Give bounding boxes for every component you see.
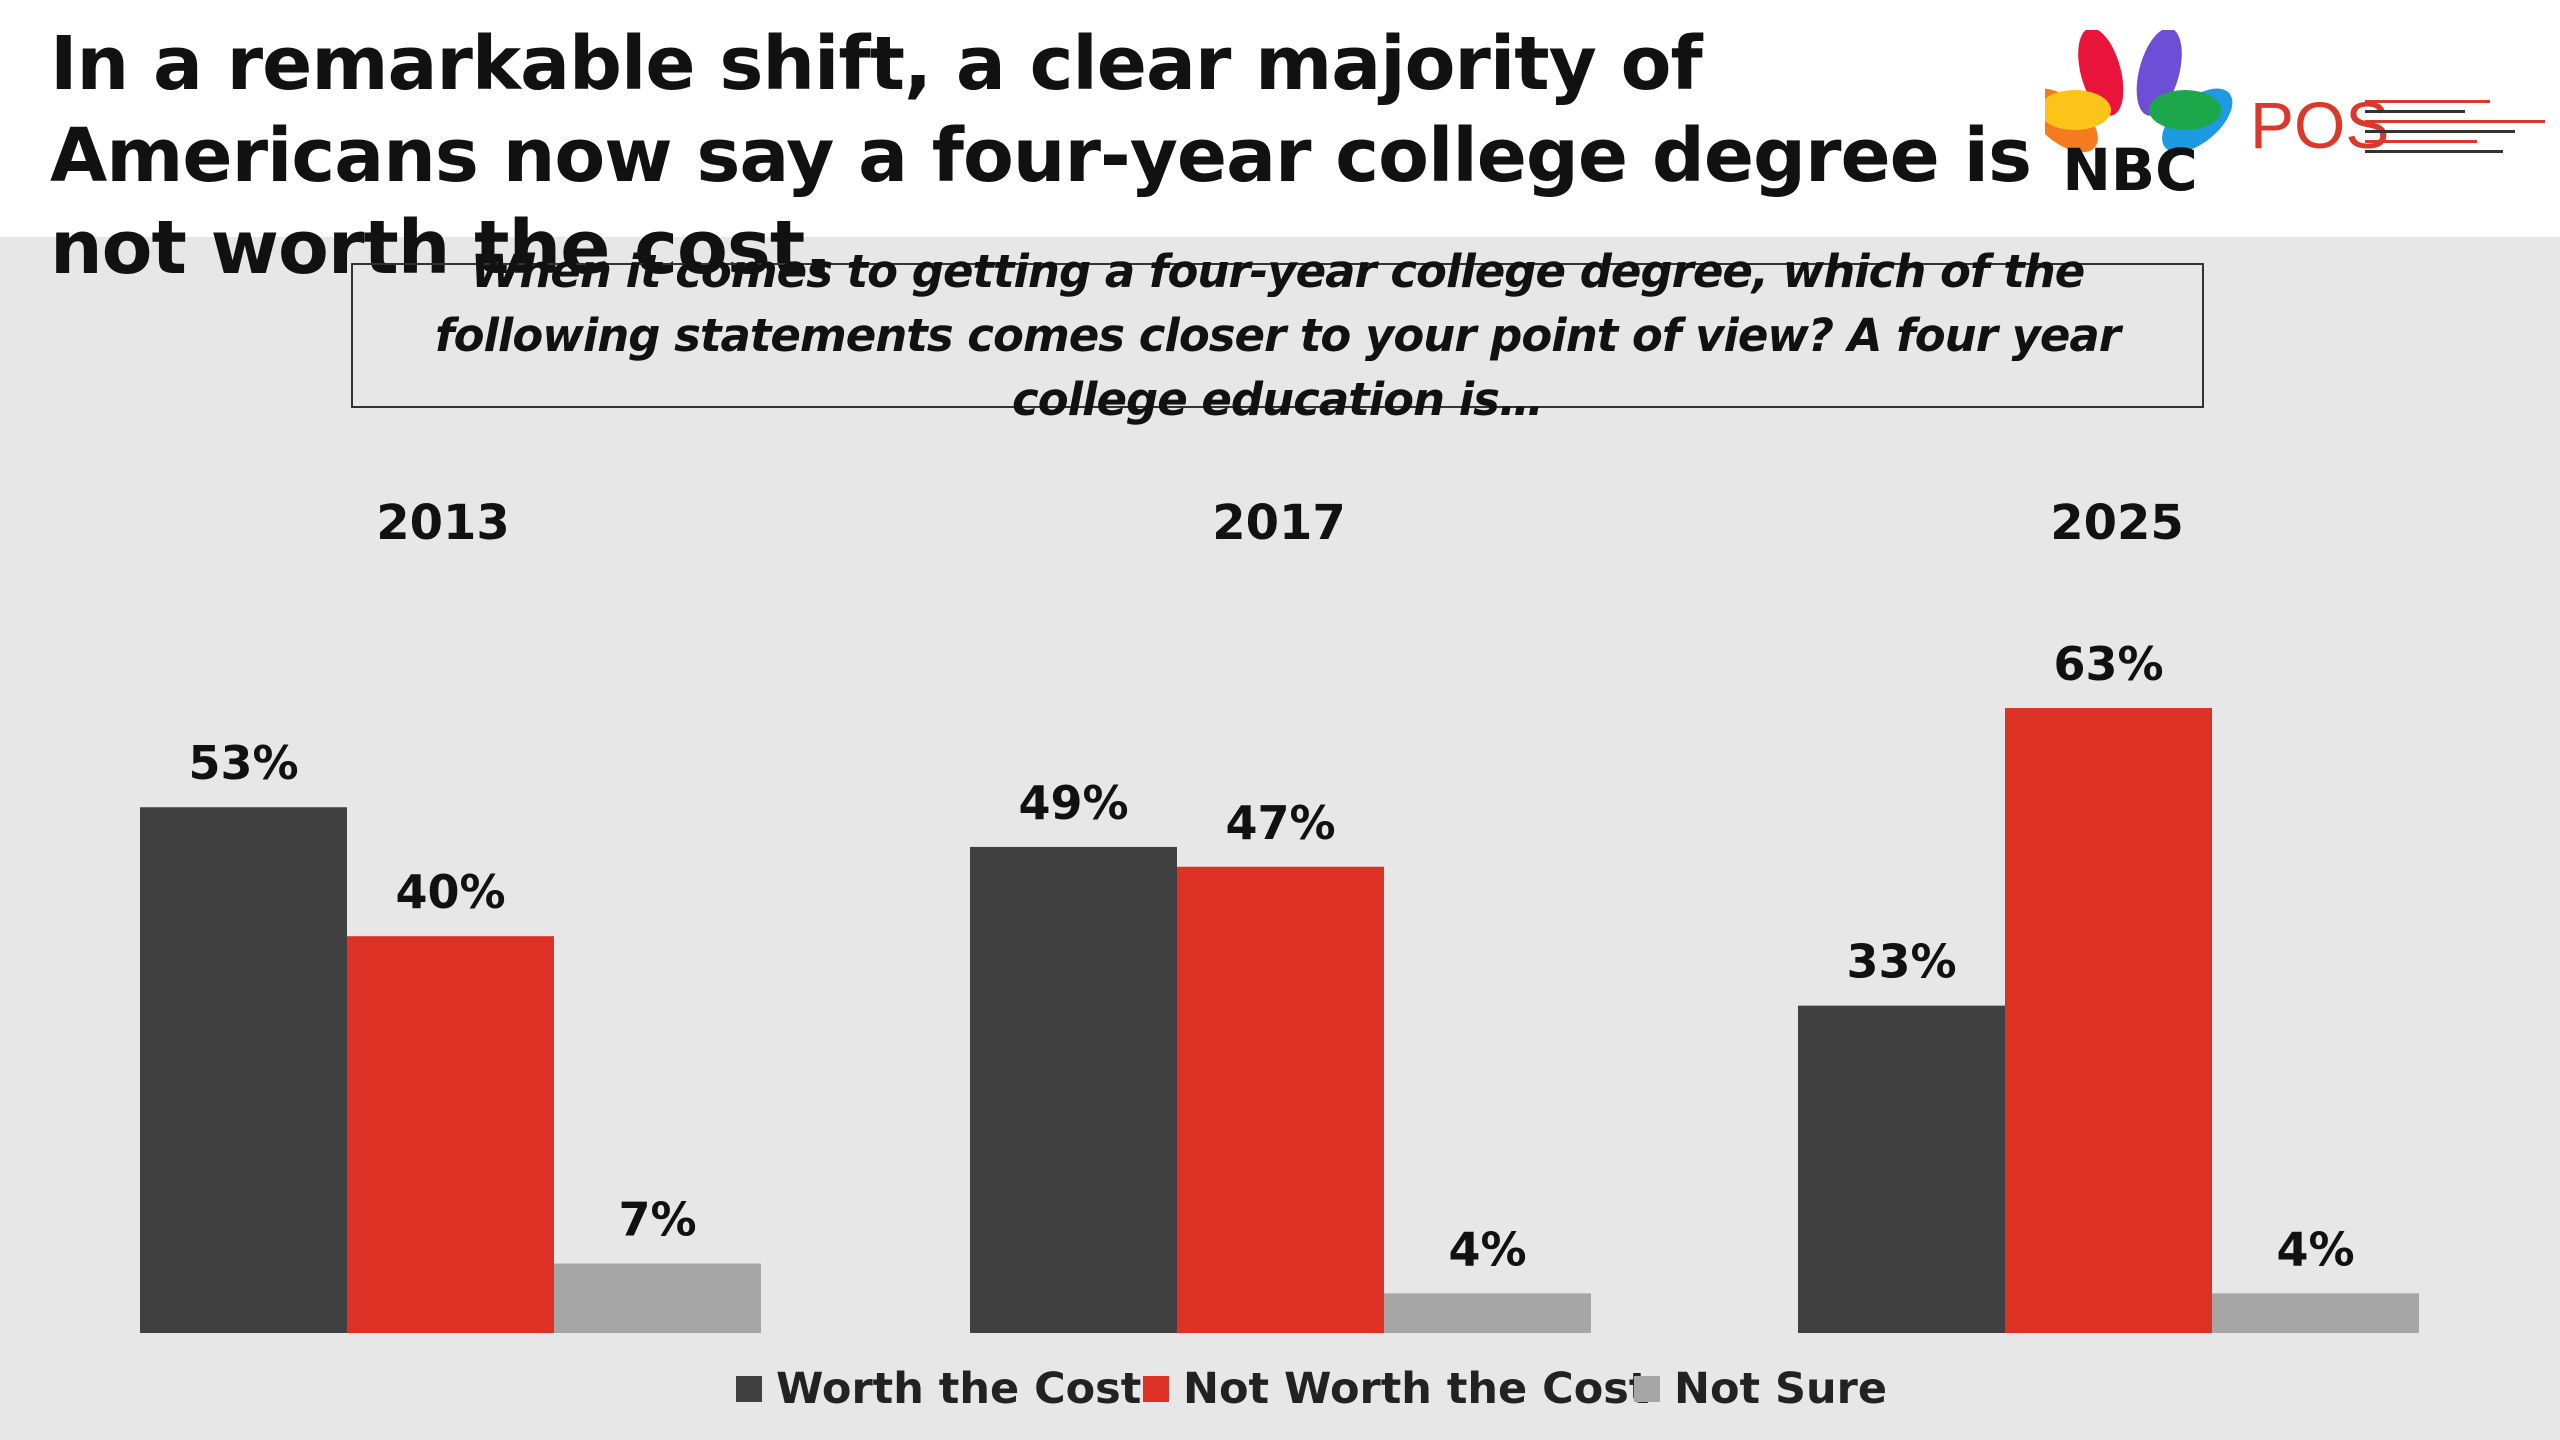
bar-2017-not-sure — [1384, 1293, 1591, 1333]
page-title: In a remarkable shift, a clear majority … — [50, 21, 2032, 291]
legend-item-worth: Worth the Cost — [736, 1364, 1141, 1414]
bar-2013-worth-the-cost — [140, 807, 347, 1333]
bar-2025-not-worth-the-cost — [2005, 708, 2212, 1333]
legend-item-not-sure: Not Sure — [1634, 1364, 1887, 1414]
legend-swatch — [1143, 1376, 1169, 1402]
bar-2025-worth-the-cost — [1798, 1005, 2005, 1333]
data-label: 63% — [2053, 637, 2163, 691]
header: In a remarkable shift, a clear majority … — [0, 0, 2560, 291]
pos-logo: POS — [2250, 88, 2545, 162]
legend-swatch — [736, 1376, 762, 1402]
legend-label: Not Worth the Cost — [1183, 1364, 1650, 1414]
category-label-2013: 2013 — [376, 495, 510, 551]
data-label: 40% — [395, 865, 505, 919]
legend: Worth the Cost Not Worth the Cost Not Su… — [0, 1364, 2560, 1424]
bar-2017-not-worth-the-cost — [1177, 866, 1384, 1333]
bar-2025-not-sure — [2212, 1293, 2419, 1333]
logos: NBC POS — [2045, 30, 2545, 200]
legend-swatch — [1634, 1376, 1660, 1402]
data-label: 33% — [1846, 935, 1956, 989]
nbc-logo-text: NBC — [2062, 136, 2197, 200]
nbc-peacock-logo: NBC — [2045, 30, 2233, 200]
data-label: 4% — [2276, 1222, 2354, 1276]
category-label-2025: 2025 — [2050, 495, 2184, 551]
data-label: 4% — [1448, 1222, 1526, 1276]
data-label: 47% — [1225, 796, 1335, 850]
legend-label: Worth the Cost — [776, 1364, 1142, 1414]
legend-label: Not Sure — [1674, 1364, 1888, 1414]
category-label-2017: 2017 — [1212, 495, 1346, 551]
bar-2013-not-sure — [554, 1263, 761, 1333]
legend-item-not-worth: Not Worth the Cost — [1143, 1364, 1649, 1414]
bar-2017-worth-the-cost — [970, 846, 1177, 1333]
data-label: 53% — [188, 736, 298, 790]
data-label: 49% — [1018, 776, 1128, 830]
bar-2013-not-worth-the-cost — [347, 936, 554, 1333]
data-label: 7% — [618, 1193, 696, 1247]
